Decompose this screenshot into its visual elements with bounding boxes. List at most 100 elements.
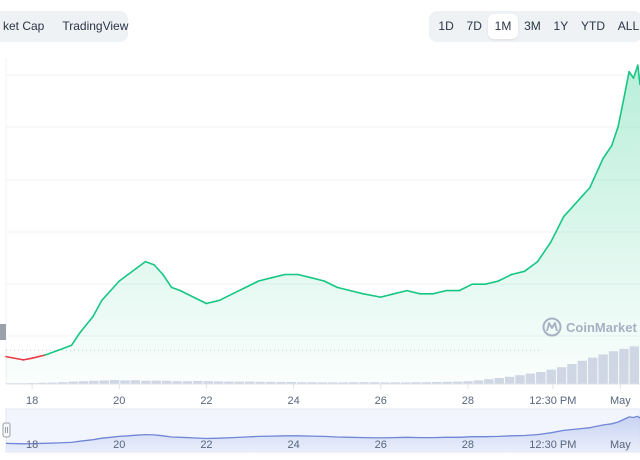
price-segment [218,292,234,302]
x-tick-label: 20 [113,395,125,407]
volume-bar [629,346,639,384]
volume-bar [203,381,213,384]
volume-bar [369,382,380,384]
range-navigator[interactable]: 18 20 22 24 26 28 12:30 PM May [2,408,640,453]
volume-bar [47,382,57,384]
price-segment [310,276,325,282]
range-1m[interactable]: 1M [488,14,518,39]
volume-bar [328,382,338,384]
range-1y[interactable]: 1Y [553,19,569,33]
range-3m[interactable]: 3M [524,19,541,33]
price-segment [497,273,513,282]
volume-bar [338,382,348,384]
price-segment [244,280,260,289]
volume-bar [380,382,390,384]
price-segment [562,206,574,218]
volume-bar [193,381,203,384]
volume-bar [411,382,421,384]
chart-type-ket-cap[interactable]: ket Cap [3,19,45,33]
volume-bar [297,382,307,384]
price-segment [484,280,500,286]
range-1d[interactable]: 1D [438,19,454,33]
price-segment [109,280,121,292]
price-area [6,65,640,384]
price-segment [523,260,539,273]
price-segment [628,70,635,79]
price-segment [602,151,609,160]
price-segment [610,125,620,147]
price-segment [231,286,247,295]
time-range-selector: 1D 7D 1M 3M 1Y YTD ALL [429,11,640,42]
price-segment [336,286,352,292]
price-line [5,64,640,361]
price-segment [192,296,208,305]
volume-bar [120,380,130,384]
volume-bar [276,382,286,384]
price-segment [406,289,421,295]
price-segment [162,273,173,289]
volume-bar [536,372,546,384]
volume-bar [442,381,452,384]
navigator-tick-label: 28 [462,439,474,451]
volume-bar [307,382,317,384]
price-segment [257,276,273,282]
volume-bar [245,381,255,384]
volume-bar [99,380,109,384]
volume-bar [255,381,265,384]
navigator-left-handle[interactable] [2,422,11,438]
volume-bar [494,378,504,384]
watermark-text: CoinMarket [566,320,637,335]
chart-type-tradingview[interactable]: TradingView [62,19,129,33]
price-segment [70,331,81,347]
volume-bar [556,367,567,384]
price-segment [179,289,195,298]
price-segment [79,315,94,334]
volume-bars [6,346,639,384]
volume-bar [504,376,515,384]
price-segment [549,215,565,244]
volume-bar [567,364,577,384]
left-axis-marker [0,324,6,340]
volume-bar [452,381,463,384]
volume-bar [359,382,369,384]
navigator-tick-label: 24 [287,439,299,451]
price-segment [349,289,365,295]
volume-bar [432,382,442,384]
volume-bar [37,382,47,384]
x-tick-label: 26 [375,395,387,407]
volume-bar [515,375,525,384]
volume-bar [619,348,629,384]
chart-type-toggle: ket Cap TradingView [0,11,128,42]
price-segment [458,283,474,292]
price-segment [632,64,639,79]
x-tick-label: 24 [287,395,299,407]
price-segment [510,270,526,276]
volume-bar [182,381,193,384]
price-segment [153,264,164,276]
price-segment [617,93,626,128]
price-segment [589,177,596,189]
price-segment [31,354,47,360]
price-segment [297,273,312,279]
price-segment [623,70,630,95]
price-segment [270,273,286,279]
navigator-tick-label: 12:30 PM [529,439,576,451]
range-7d[interactable]: 7D [466,19,482,33]
volume-bar [401,382,411,384]
price-segment [362,292,382,298]
volume-bar [473,380,484,384]
volume-bar [130,380,141,384]
volume-bar [213,381,224,384]
range-ytd[interactable]: YTD [581,19,606,33]
volume-bar [234,381,245,384]
coinmarketcap-logo-icon [542,317,562,337]
volume-bar [608,351,619,384]
volume-bar [151,380,161,384]
navigator-area [6,416,640,452]
range-all[interactable]: ALL [617,19,640,33]
price-segment [5,355,25,361]
x-tick-label: 22 [200,395,212,407]
navigator-tick-label: 26 [375,439,387,451]
price-segment [432,289,447,295]
